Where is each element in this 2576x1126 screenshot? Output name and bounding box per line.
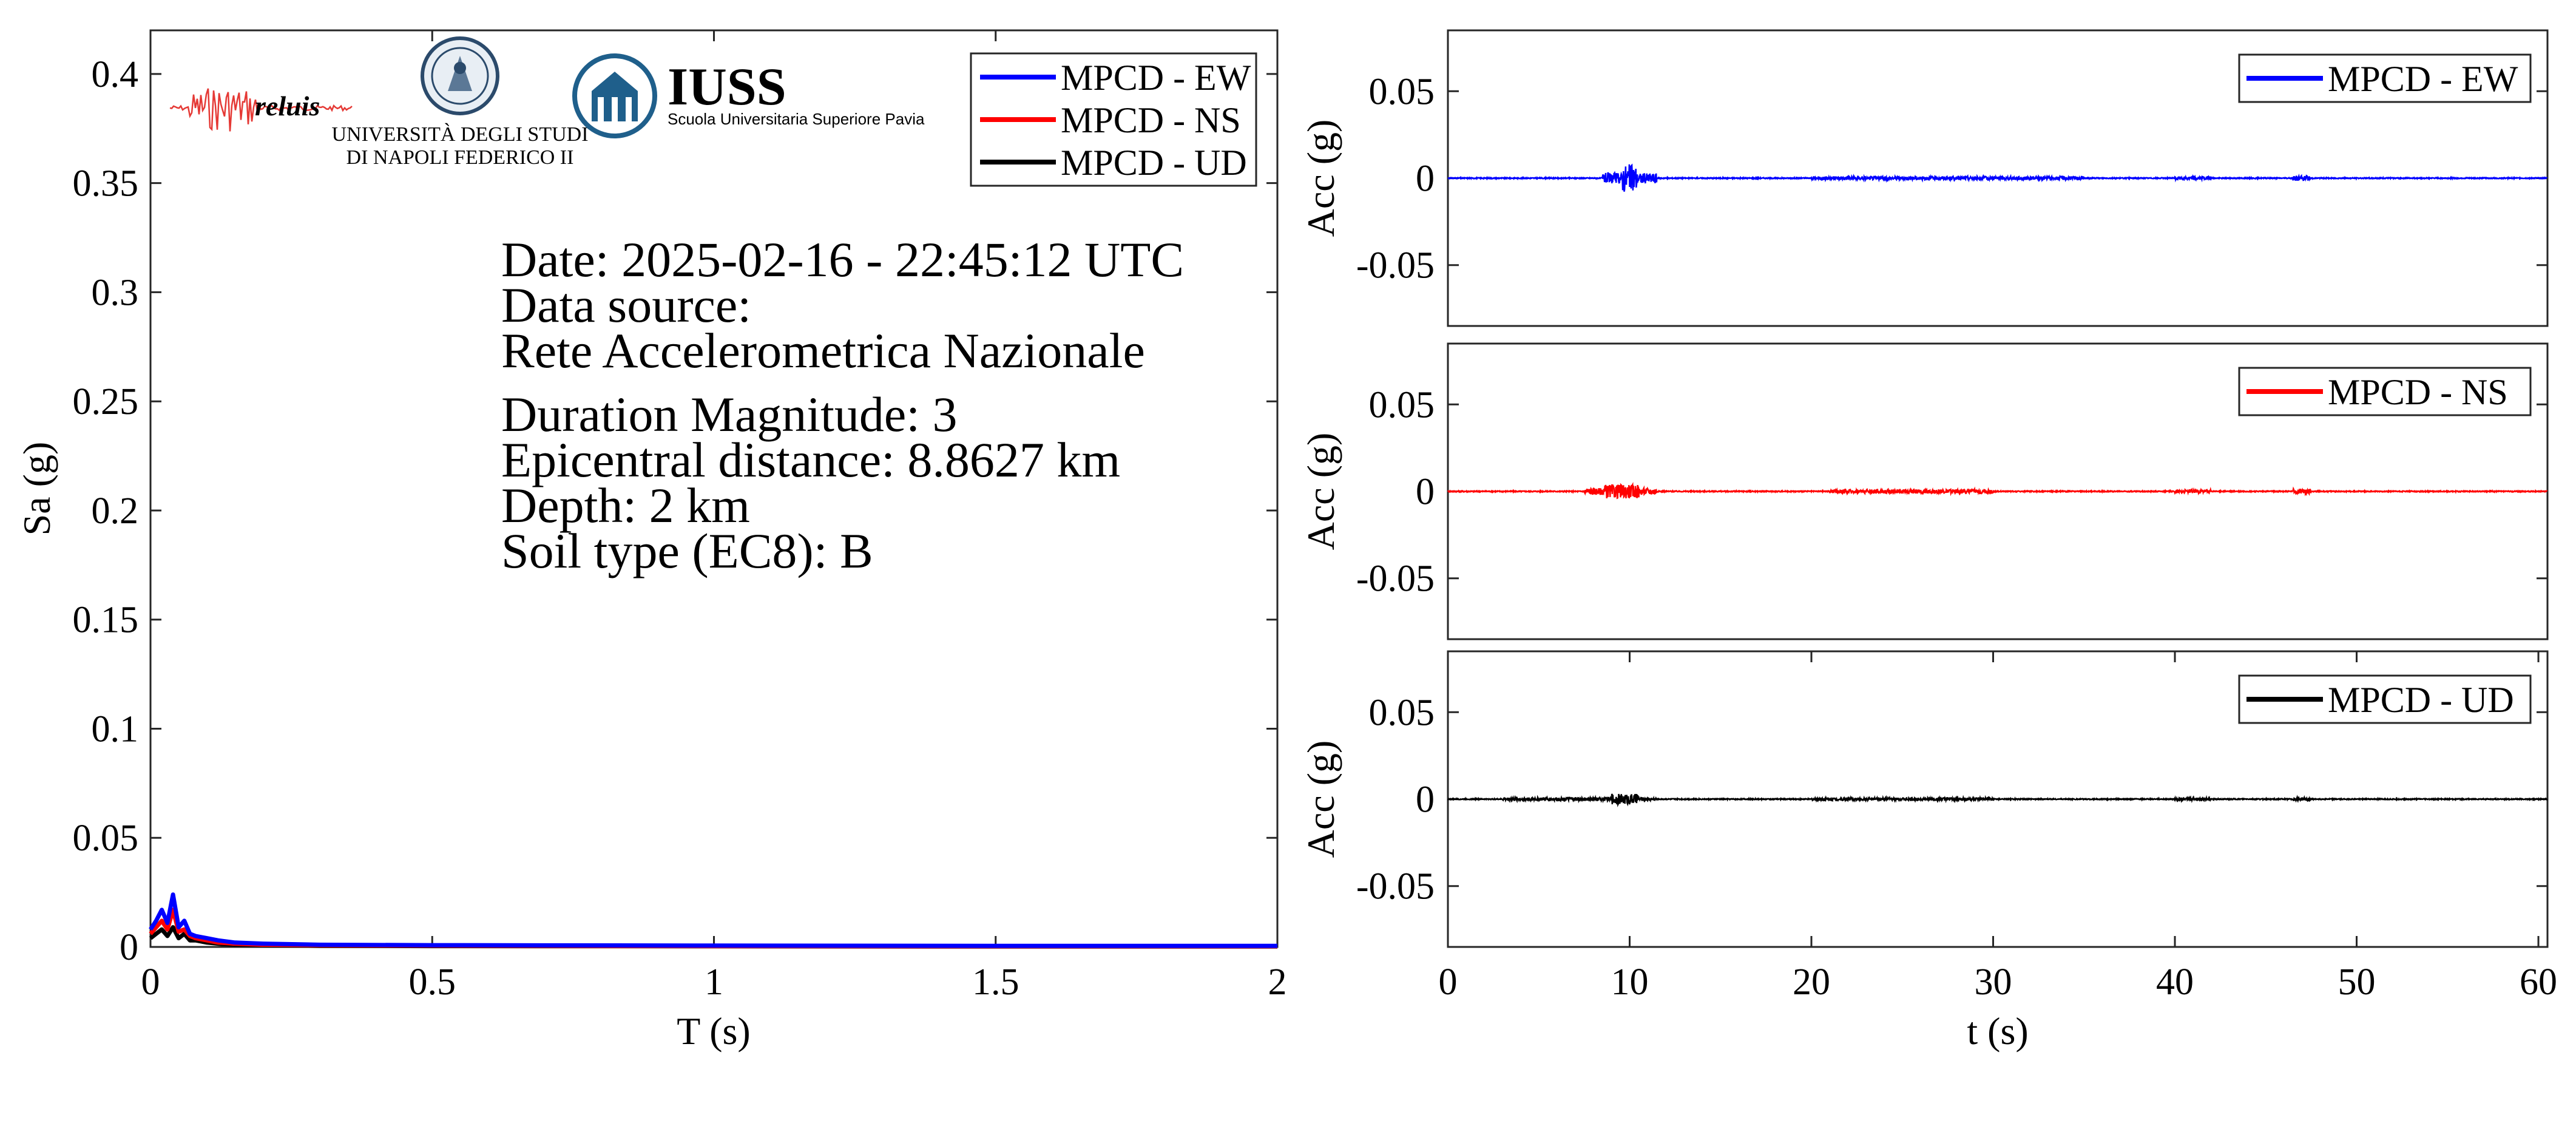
spectrum-y-tick-label: 0.3	[92, 272, 139, 313]
spectrum-x-tick-label: 0.5	[409, 962, 456, 1003]
event-source: Rete Accelerometrica Nazionale	[501, 323, 1145, 378]
legend-label-ud: MPCD - UD	[1061, 143, 1247, 183]
time-x-axis-label: t (s)	[1967, 1009, 2028, 1053]
time-history-plots: 0.05 0 -0.05 Acc (g) MPCD - EW 0.05 0 -0.05 Acc…	[1299, 29, 2557, 1053]
spectrum-plot: 0 0.5 1 1.5 2 0 0.05 0.1 0.15 0.2 0.25 0.3 0.35 0.4 T…	[15, 29, 1287, 1053]
time-y-tick-label: 0	[1416, 472, 1435, 513]
unina-logo-line2: DI NAPOLI FEDERICO II	[347, 146, 574, 169]
time-legend-label-ew: MPCD - EW	[2328, 59, 2518, 99]
event-date: Date: 2025-02-16 - 22:45:12 UTC	[501, 232, 1184, 287]
spectrum-y-tick-label: 0.2	[92, 490, 139, 532]
legend-label-ns: MPCD - NS	[1061, 100, 1241, 140]
time-y-axis-label-ew: Acc (g)	[1299, 120, 1342, 237]
spectrum-y-tick-label: 0.25	[73, 381, 139, 422]
spectrum-y-tick-label: 0.1	[92, 708, 139, 750]
time-legend-label-ns: MPCD - NS	[2328, 372, 2508, 412]
reluis-wave-line	[169, 88, 353, 132]
time-x-tick-label: 40	[2156, 962, 2194, 1003]
spectrum-series	[149, 892, 1277, 949]
reluis-logo-text: reluis	[255, 90, 320, 121]
time-y-tick-label: -0.05	[1356, 558, 1435, 600]
time-signal-ud	[1447, 793, 2548, 807]
time-y-tick-label: 0.05	[1369, 71, 1435, 112]
time-signal-ew	[1447, 163, 2548, 192]
time-x-tick-label: 60	[2520, 962, 2557, 1003]
spectrum-x-tick-label: 0	[141, 962, 160, 1003]
time-y-tick-label: -0.05	[1356, 866, 1435, 907]
event-magnitude: Duration Magnitude: 3	[501, 387, 958, 442]
spectrum-y-tick-label: 0.05	[73, 818, 139, 859]
time-y-tick-label: 0	[1416, 779, 1435, 821]
spectrum-line-ew	[149, 892, 1277, 948]
time-legend-label-ud: MPCD - UD	[2328, 680, 2514, 720]
spectrum-x-axis-label: T (s)	[677, 1009, 750, 1053]
unina-logo-line1: UNIVERSITÀ DEGLI STUDI	[331, 123, 588, 146]
time-history-panel-ns: 0.05 0 -0.05 Acc (g) MPCD - NS	[1299, 342, 2549, 640]
iuss-logo-subtitle: Scuola Universitaria Superiore Pavia	[668, 110, 925, 128]
time-history-panel-ew: 0.05 0 -0.05 Acc (g) MPCD - EW	[1299, 29, 2549, 327]
event-source-label: Data source:	[501, 277, 751, 333]
spectrum-x-tick-label: 1	[705, 962, 723, 1003]
event-soil-type: Soil type (EC8): B	[501, 523, 873, 578]
spectrum-ticks: 0 0.5 1 1.5 2 0 0.05 0.1 0.15 0.2 0.25 0.3 0.35 0.4	[73, 30, 1287, 1003]
time-x-tick-label: 10	[1611, 962, 1649, 1003]
iuss-logo: IUSS Scuola Universitaria Superiore Pavi…	[572, 53, 925, 138]
time-y-tick-label: -0.05	[1356, 245, 1435, 287]
spectrum-y-tick-label: 0	[120, 927, 138, 968]
time-x-tick-label: 0	[1439, 962, 1458, 1003]
time-history-panel-ud: 0.05 0 -0.05 0 10 20 30 40 50 60 Acc (g) MPCD - UD	[1299, 650, 2557, 1003]
time-y-tick-label: 0.05	[1369, 384, 1435, 426]
legend-label-ew: MPCD - EW	[1061, 58, 1251, 98]
spectrum-y-tick-label: 0.15	[73, 600, 139, 641]
spectrum-y-axis-label: Sa (g)	[15, 442, 58, 536]
spectrum-y-tick-label: 0.4	[92, 54, 139, 95]
time-x-tick-label: 50	[2338, 962, 2376, 1003]
spectrum-x-tick-label: 2	[1268, 962, 1287, 1003]
unina-logo: UNIVERSITÀ DEGLI STUDI DI NAPOLI FEDERIC…	[331, 36, 589, 169]
event-depth: Depth: 2 km	[501, 478, 750, 533]
spectrum-legend: MPCD - EW MPCD - NS MPCD - UD	[970, 52, 1257, 187]
event-distance: Epicentral distance: 8.8627 km	[501, 432, 1120, 487]
spectrum-x-tick-label: 1.5	[972, 962, 1019, 1003]
time-y-axis-label-ns: Acc (g)	[1299, 433, 1342, 551]
time-signal-ns	[1447, 481, 2548, 500]
event-info: Date: 2025-02-16 - 22:45:12 UTC Data sou…	[501, 232, 1184, 578]
time-y-tick-label: 0.05	[1369, 692, 1435, 733]
spectrum-y-tick-label: 0.35	[73, 163, 139, 205]
time-x-tick-label: 30	[1975, 962, 2012, 1003]
time-x-tick-label: 20	[1793, 962, 1830, 1003]
time-y-tick-label: 0	[1416, 158, 1435, 200]
reluis-logo: reluis	[169, 88, 353, 132]
reluis-seismogram-icon	[169, 88, 353, 132]
time-y-axis-label-ud: Acc (g)	[1299, 741, 1342, 858]
iuss-logo-text: IUSS	[668, 58, 786, 117]
